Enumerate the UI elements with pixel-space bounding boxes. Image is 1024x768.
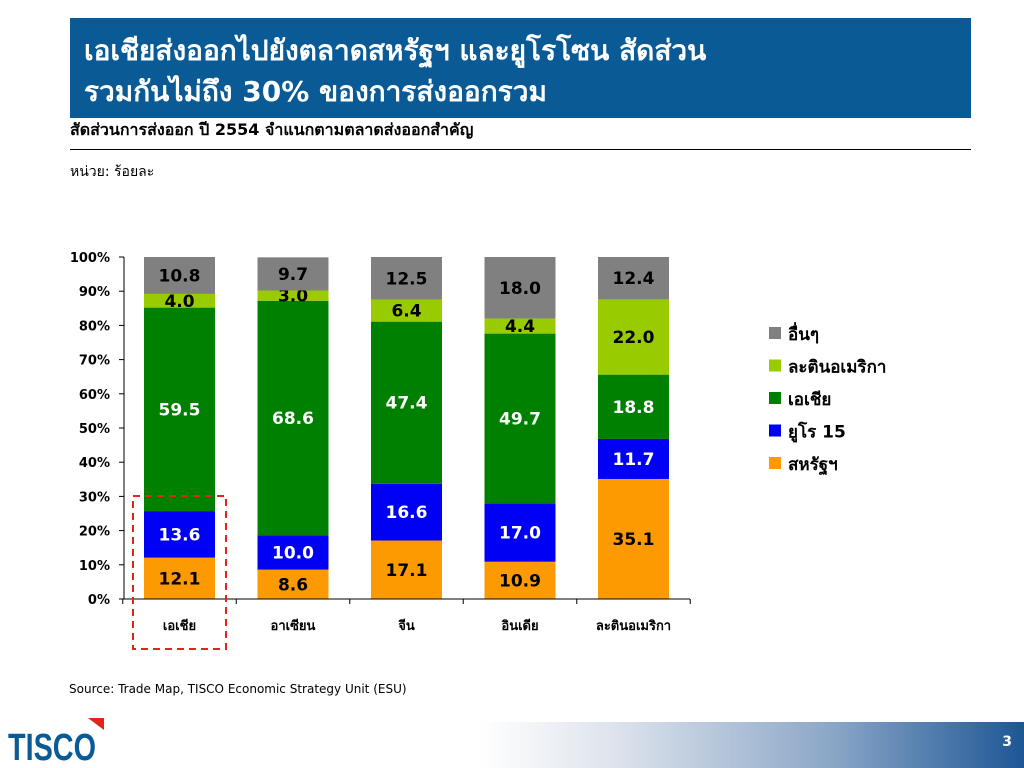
data-label: 59.5 xyxy=(159,400,201,420)
bar-segment xyxy=(257,300,329,536)
legend-label: ยูโร 15 xyxy=(788,422,846,444)
data-label: 35.1 xyxy=(613,530,655,550)
highlight-box xyxy=(132,495,227,650)
data-label: 13.6 xyxy=(159,525,201,545)
y-tick-label: 10% xyxy=(79,559,110,574)
legend-swatch xyxy=(769,392,781,404)
bar-segment xyxy=(144,307,215,512)
bar-segment xyxy=(484,561,556,599)
data-label: 18.8 xyxy=(613,398,655,418)
legend-label: เอเชีย xyxy=(788,389,831,410)
tisco-logo: TISCO xyxy=(8,718,104,768)
bar-segment xyxy=(484,503,556,562)
data-label: 11.7 xyxy=(613,450,655,470)
y-tick-label: 40% xyxy=(79,456,110,471)
y-tick-label: 50% xyxy=(79,422,110,437)
x-tick-label: อาเซียน xyxy=(271,618,316,634)
legend-swatch xyxy=(769,424,781,437)
data-label: 10.8 xyxy=(159,266,201,286)
data-label: 68.6 xyxy=(272,409,314,429)
bar-segment xyxy=(371,321,442,484)
data-label: 6.4 xyxy=(391,302,421,322)
data-label: 3.0 xyxy=(278,287,308,307)
data-label: 16.6 xyxy=(386,503,428,523)
bar-segment xyxy=(371,483,442,541)
slide-title-line-1: เอเชียส่งออกไปยังตลาดสหรัฐฯ และยูโรโซน ส… xyxy=(84,34,707,67)
data-label: 47.4 xyxy=(386,394,428,414)
stacked-bar-chart: 12.113.659.54.010.8เอเชีย8.610.068.63.09… xyxy=(70,251,886,650)
data-label: 49.7 xyxy=(499,410,541,430)
bar-segment xyxy=(371,299,442,322)
data-label: 17.0 xyxy=(499,524,541,544)
y-tick-label: 0% xyxy=(88,593,110,608)
bar-segment xyxy=(598,438,669,479)
data-label: 12.4 xyxy=(613,269,655,289)
bar-segment xyxy=(484,318,556,334)
bar-segment xyxy=(144,511,215,558)
legend-label: อื่นๆ xyxy=(788,322,819,345)
bar-segment xyxy=(257,257,329,291)
x-tick-label: จีน xyxy=(398,618,415,634)
y-tick-label: 60% xyxy=(79,388,110,403)
bar-segment xyxy=(257,569,329,599)
unit-label: หน่วย: ร้อยละ xyxy=(70,164,155,180)
legend-swatch xyxy=(769,327,781,339)
tisco-logo-red-mark xyxy=(88,718,104,730)
y-tick-label: 100% xyxy=(70,251,110,266)
y-tick-label: 30% xyxy=(79,490,110,505)
bar-segment xyxy=(598,299,669,375)
bar-segment xyxy=(371,540,442,599)
y-tick-label: 20% xyxy=(79,525,110,540)
source-note: Source: Trade Map, TISCO Economic Strate… xyxy=(69,682,407,696)
bar-segment xyxy=(598,374,669,439)
data-label: 12.5 xyxy=(386,269,428,289)
bar-segment xyxy=(144,557,215,599)
data-label: 12.1 xyxy=(159,569,201,589)
y-tick-label: 80% xyxy=(79,319,110,334)
legend-label: สหรัฐฯ xyxy=(788,455,838,476)
tisco-logo-text: TISCO xyxy=(8,727,96,768)
legend-swatch xyxy=(769,457,781,469)
data-label: 10.9 xyxy=(499,571,541,591)
data-label: 10.0 xyxy=(272,543,314,563)
x-tick-label: ละตินอเมริกา xyxy=(596,619,671,634)
bar-segment xyxy=(484,333,556,504)
y-tick-label: 70% xyxy=(79,354,110,369)
slide-title-line-2: รวมกันไม่ถึง 30% ของการส่งออกรวม xyxy=(84,75,547,108)
data-label: 22.0 xyxy=(613,328,655,348)
legend-label: ละตินอเมริกา xyxy=(788,358,886,378)
x-tick-label: อินเดีย xyxy=(501,618,538,634)
chart-subtitle: สัดส่วนการส่งออก ปี 2554 จำแนกตามตลาดส่ง… xyxy=(70,120,474,139)
subtitle-divider xyxy=(70,149,971,150)
slide-title-box: เอเชียส่งออกไปยังตลาดสหรัฐฯ และยูโรโซน ส… xyxy=(70,18,971,118)
data-label: 8.6 xyxy=(278,575,308,595)
data-label: 17.1 xyxy=(386,561,428,581)
data-label: 18.0 xyxy=(499,279,541,299)
footer-gradient-bar xyxy=(480,722,1024,768)
bar-segment xyxy=(598,478,669,599)
page-number: 3 xyxy=(1002,734,1012,750)
data-label: 4.0 xyxy=(164,292,194,312)
data-label: 9.7 xyxy=(278,265,308,285)
bar-segment xyxy=(257,535,329,570)
bar-segment xyxy=(598,257,669,300)
bar-segment xyxy=(144,293,215,308)
y-tick-label: 90% xyxy=(79,285,110,300)
data-label: 4.4 xyxy=(505,317,535,337)
x-tick-label: เอเชีย xyxy=(163,618,196,634)
bar-segment xyxy=(257,290,329,301)
bar-segment xyxy=(371,257,442,300)
legend-swatch xyxy=(769,359,781,372)
bar-segment xyxy=(484,257,556,319)
bar-segment xyxy=(144,257,215,294)
